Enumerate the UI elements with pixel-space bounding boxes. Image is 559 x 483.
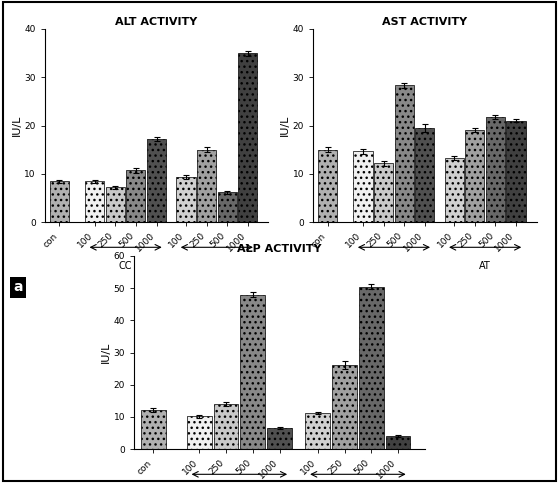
Bar bbox=[318, 150, 337, 222]
Bar bbox=[126, 170, 145, 222]
Bar bbox=[332, 365, 357, 449]
Bar bbox=[141, 410, 165, 449]
Bar bbox=[177, 177, 196, 222]
Bar bbox=[445, 158, 464, 222]
Title: AST ACTIVITY: AST ACTIVITY bbox=[382, 17, 467, 27]
Title: ALP ACTIVITY: ALP ACTIVITY bbox=[237, 244, 322, 254]
Bar bbox=[353, 151, 373, 222]
Bar bbox=[85, 181, 105, 222]
Bar bbox=[106, 187, 125, 222]
Text: AT: AT bbox=[211, 261, 222, 271]
Y-axis label: IU/L: IU/L bbox=[101, 342, 111, 363]
Y-axis label: IU/L: IU/L bbox=[280, 115, 290, 136]
Y-axis label: IU/L: IU/L bbox=[11, 115, 21, 136]
Text: AT: AT bbox=[479, 261, 491, 271]
Bar bbox=[486, 117, 505, 222]
Bar bbox=[197, 150, 216, 222]
Text: a: a bbox=[13, 280, 23, 294]
Bar bbox=[415, 128, 434, 222]
Bar bbox=[386, 436, 410, 449]
Title: ALT ACTIVITY: ALT ACTIVITY bbox=[115, 17, 198, 27]
Text: CC: CC bbox=[119, 261, 132, 271]
Text: b: b bbox=[282, 280, 292, 294]
Bar bbox=[267, 428, 292, 449]
Bar bbox=[506, 121, 525, 222]
Bar bbox=[395, 85, 414, 222]
Bar bbox=[359, 286, 383, 449]
Bar bbox=[240, 295, 265, 449]
Text: CC: CC bbox=[387, 261, 401, 271]
Bar bbox=[214, 404, 238, 449]
Bar bbox=[187, 416, 212, 449]
Bar bbox=[374, 163, 393, 222]
Bar bbox=[305, 413, 330, 449]
Bar bbox=[465, 130, 485, 222]
Bar bbox=[50, 181, 69, 222]
Bar bbox=[147, 139, 166, 222]
Bar bbox=[238, 53, 257, 222]
Bar bbox=[217, 192, 236, 222]
